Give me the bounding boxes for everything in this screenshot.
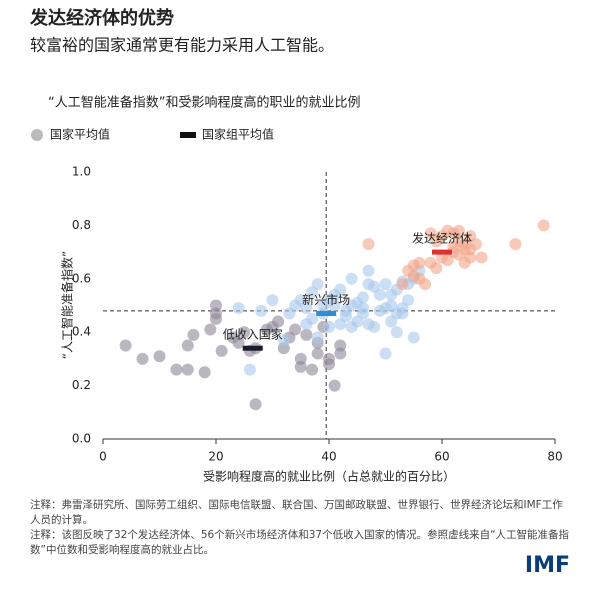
logo: IMF	[525, 553, 570, 578]
note: 注释：该图反映了32个发达经济体、56个新兴市场经济体和37个低收入国家的情况。…	[30, 529, 570, 556]
point	[300, 302, 313, 315]
x-tick-label: 0	[99, 450, 107, 464]
point	[272, 315, 285, 328]
point	[334, 347, 347, 360]
point	[368, 280, 381, 293]
point	[356, 302, 369, 315]
legend-label: 国家平均值	[50, 127, 110, 142]
group-label: 发达经济体	[412, 231, 472, 246]
point	[289, 323, 302, 336]
x-axis-label: 受影响程度高的就业比例（占总就业的百分比）	[203, 469, 455, 484]
legend-swatch	[180, 132, 196, 138]
point	[323, 358, 335, 371]
chart-title: “人工智能准备指数”和受影响程度高的职业的就业比例	[48, 95, 360, 111]
point	[215, 344, 228, 357]
point	[385, 315, 398, 328]
point	[232, 336, 245, 349]
legend-swatch	[31, 129, 43, 141]
point	[266, 294, 279, 307]
point	[396, 307, 409, 320]
point	[328, 288, 341, 301]
subtitle: 较富裕的国家通常更有能力采用人工智能。	[30, 36, 334, 55]
point	[306, 363, 319, 376]
point	[204, 323, 217, 336]
y-tick-label: 0.6	[72, 271, 91, 285]
point	[311, 347, 324, 360]
y-tick-label: 1.0	[72, 165, 91, 179]
y-tick-label: 0.8	[72, 218, 91, 232]
point	[170, 363, 183, 376]
point	[136, 352, 149, 365]
group-label: 低收入国家	[223, 327, 283, 342]
point	[413, 272, 426, 285]
point	[390, 326, 403, 339]
point	[198, 366, 211, 379]
point	[362, 264, 375, 277]
group-label: 新兴市场	[302, 292, 350, 307]
x-tick-label: 40	[321, 450, 336, 464]
point	[345, 272, 358, 285]
point	[402, 294, 415, 307]
y-tick-label: 0.2	[72, 378, 91, 392]
point	[277, 334, 290, 347]
point	[311, 331, 324, 344]
point	[300, 328, 313, 341]
group-average	[432, 249, 452, 255]
x-tick-label: 20	[208, 450, 223, 464]
point	[464, 251, 477, 264]
note: 注释：弗雷泽研究所、国际劳工组织、国际电信联盟、联合国、万国邮政联盟、世界银行、…	[30, 499, 563, 526]
point	[362, 318, 375, 331]
point	[187, 328, 200, 341]
point	[447, 246, 460, 259]
point	[339, 310, 352, 323]
point	[379, 347, 392, 360]
point	[537, 219, 550, 232]
point	[249, 398, 262, 411]
point	[238, 326, 251, 339]
point	[509, 238, 522, 251]
point	[413, 256, 426, 269]
point	[289, 299, 302, 312]
point	[396, 278, 409, 291]
point	[153, 350, 166, 363]
title: 发达经济体的优势	[29, 7, 174, 29]
point	[255, 304, 268, 317]
point	[362, 238, 375, 251]
y-axis-label: “人工智能准备指数”	[60, 251, 75, 359]
point	[328, 299, 341, 312]
y-tick-label: 0.0	[72, 432, 91, 446]
point	[373, 304, 386, 317]
point	[475, 251, 488, 264]
point	[181, 363, 194, 376]
point	[345, 320, 358, 333]
x-tick-label: 80	[547, 450, 562, 464]
point	[294, 360, 307, 373]
point	[452, 224, 465, 237]
point	[119, 339, 132, 352]
point	[379, 278, 392, 291]
point	[181, 339, 194, 352]
group-average	[242, 345, 263, 351]
point	[232, 302, 245, 315]
point	[452, 235, 465, 248]
point	[243, 363, 256, 376]
group-average	[316, 311, 337, 317]
point	[424, 256, 437, 269]
notes: 注释：弗雷泽研究所、国际劳工组织、国际电信联盟、联合国、万国邮政联盟、世界银行、…	[30, 498, 570, 558]
point	[328, 379, 341, 392]
point	[306, 286, 319, 299]
point	[323, 320, 335, 333]
point	[300, 318, 313, 331]
point	[441, 224, 454, 237]
x-tick-label: 60	[434, 450, 449, 464]
y-tick-label: 0.4	[72, 325, 91, 339]
point	[210, 299, 222, 312]
legend-label: 国家组平均值	[202, 127, 274, 142]
point	[469, 238, 482, 251]
point	[407, 331, 420, 344]
